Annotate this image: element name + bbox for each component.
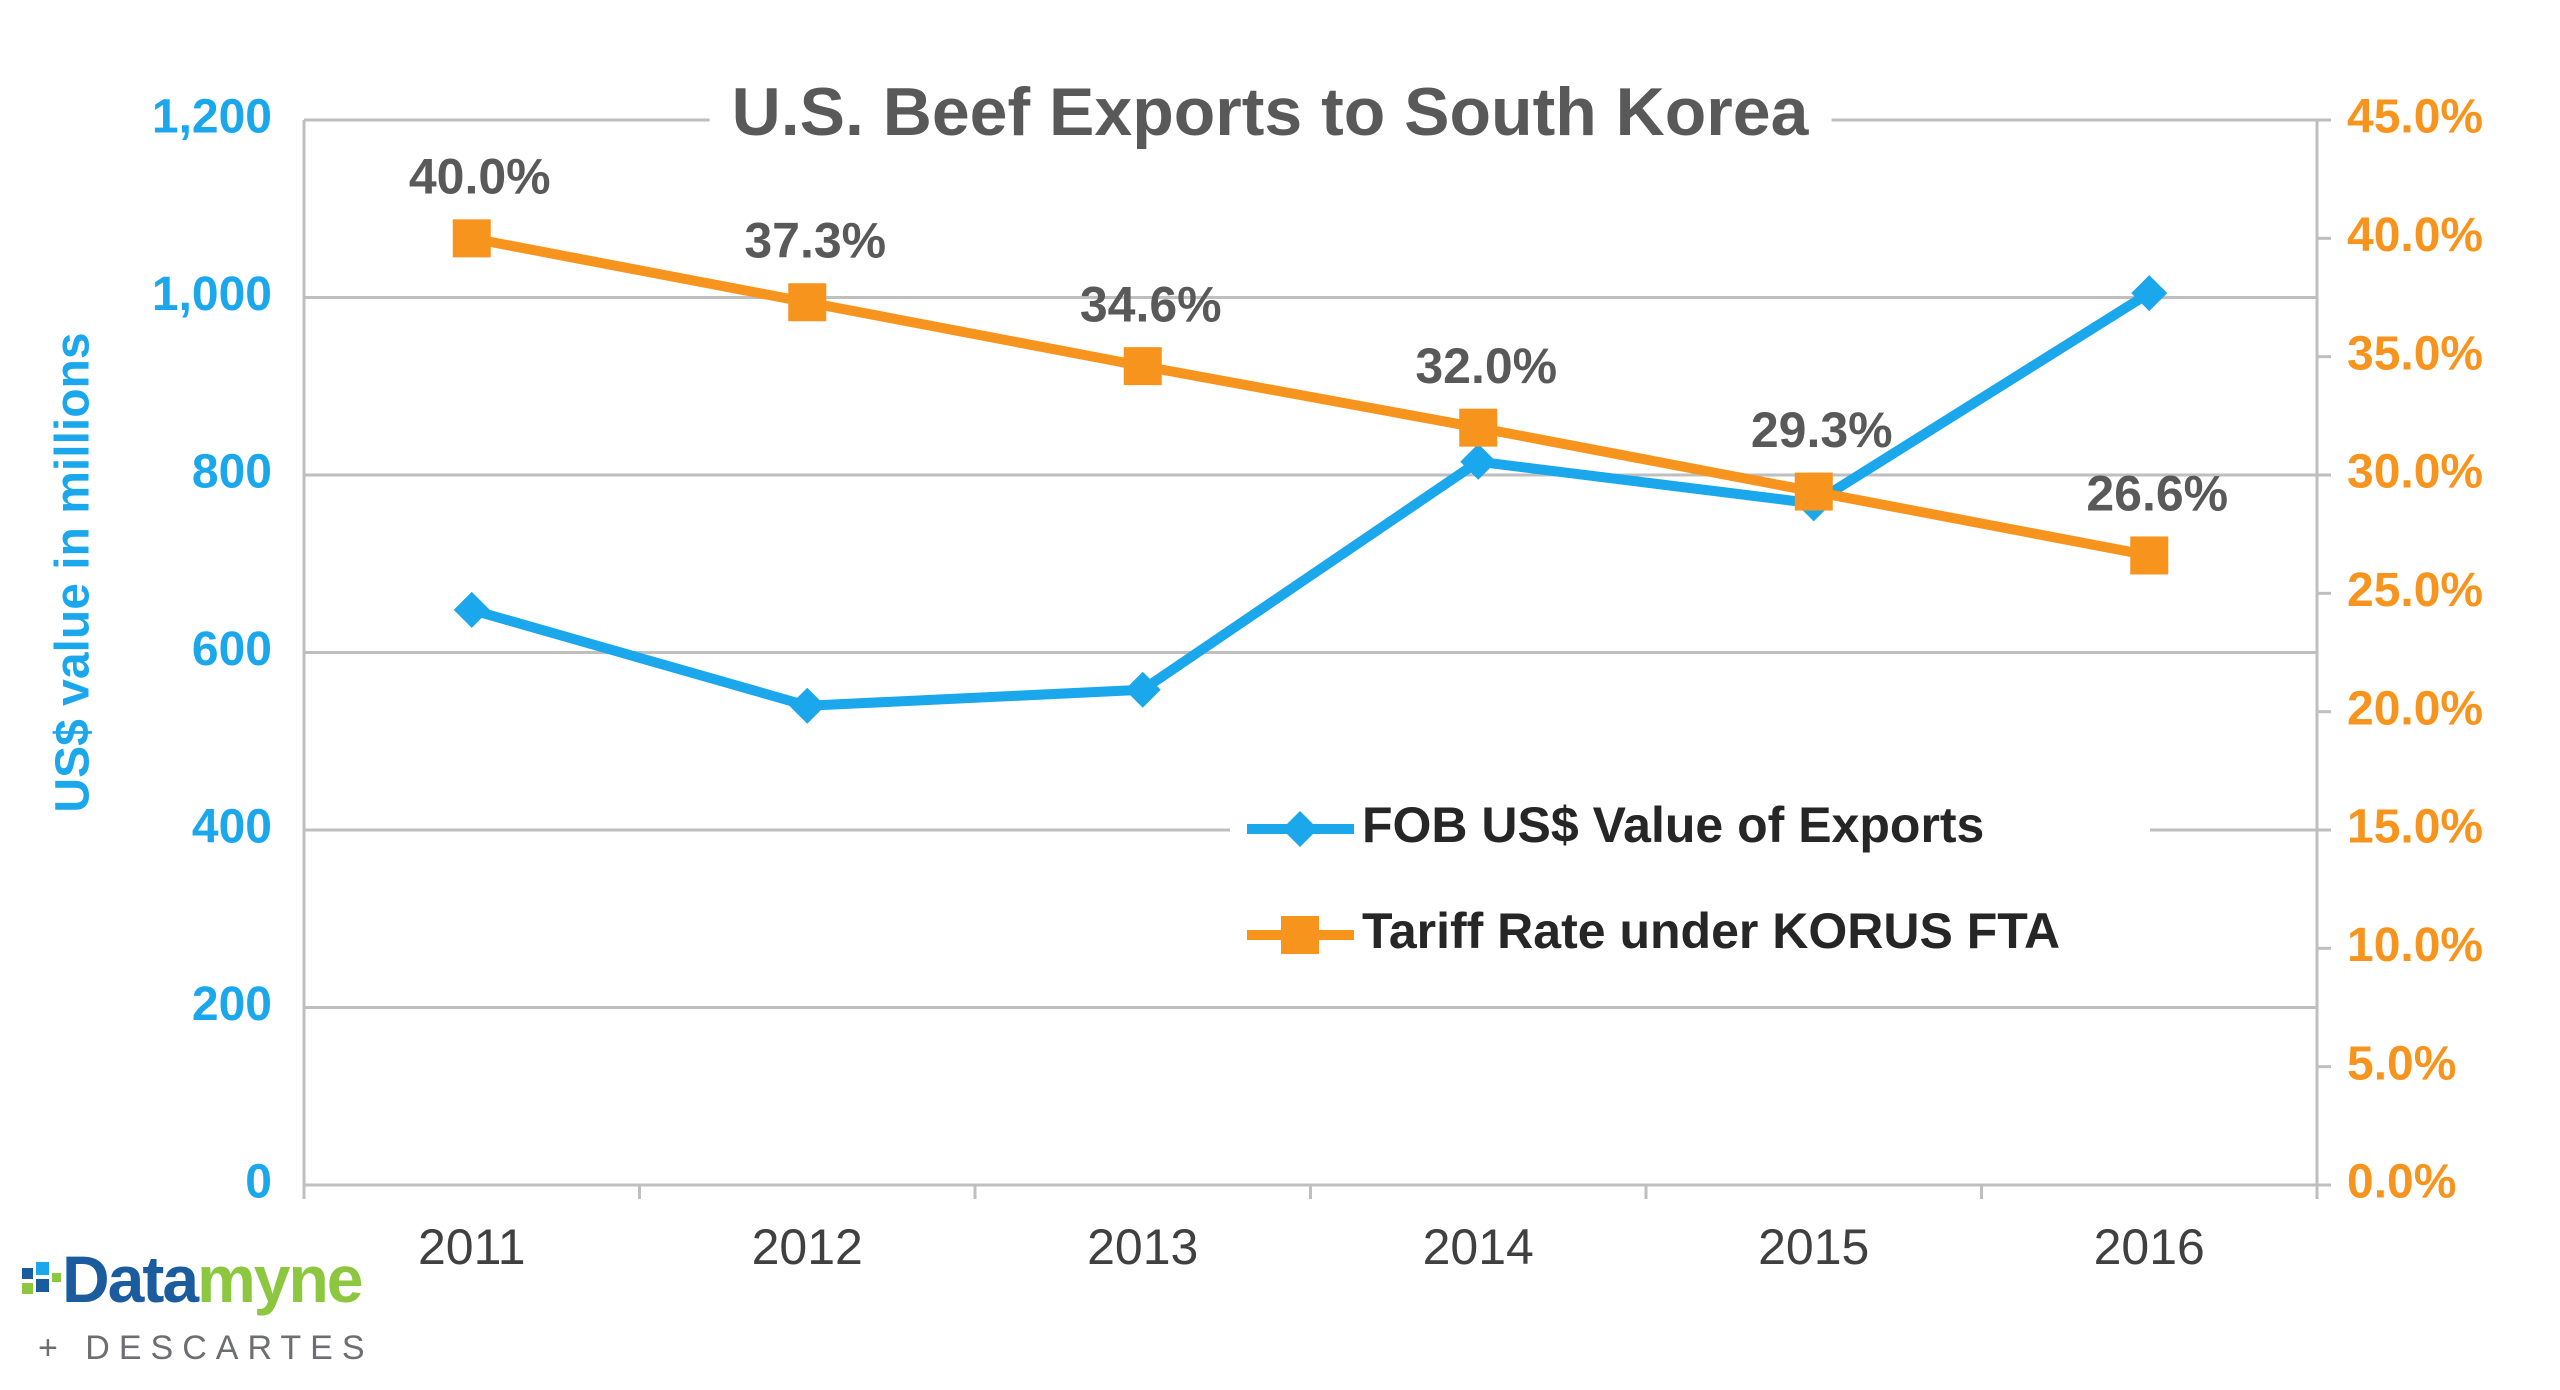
series: 40.0% 37.3% 34.6% 32.0% 29.3% 26.6% <box>409 149 2228 575</box>
data-point <box>1459 408 1498 447</box>
legend-background <box>1230 790 2150 975</box>
y2-tick-label: 45.0% <box>2347 91 2483 144</box>
y2-tick-label: 0.0% <box>2347 1156 2456 1209</box>
y2-tick-label: 40.0% <box>2347 209 2483 262</box>
y2-tick-label: 30.0% <box>2347 446 2483 499</box>
series-line <box>470 288 2152 711</box>
data-point <box>2130 536 2169 575</box>
logo-square <box>36 1279 49 1292</box>
logo-square <box>52 1273 61 1282</box>
data-point <box>2131 275 2168 312</box>
data-label: 34.6% <box>1080 276 1222 332</box>
y-tick-label: 0 <box>245 1156 272 1209</box>
title-background <box>709 73 1832 150</box>
x-tick-label: 2015 <box>1758 1219 1869 1275</box>
legend-marker <box>1282 811 1318 847</box>
data-point <box>453 591 490 628</box>
logo-text: Datamyne <box>62 1242 362 1316</box>
logo-word-end: myne <box>197 1242 362 1316</box>
main-layer: 0 200 400 600 800 1,000 1,200 0.0% 5.0% 10.0% 15.0… <box>47 73 2483 1275</box>
chart-title: U.S. Beef Exports to South Korea <box>732 74 1810 150</box>
x-tick-label: 2013 <box>1087 1219 1198 1275</box>
y2-tick-label: 25.0% <box>2347 564 2483 617</box>
logo: Datamyne + DESCARTES <box>22 1242 374 1367</box>
series-line <box>470 233 2151 561</box>
legend-label: FOB US$ Value of Exports <box>1362 797 1984 853</box>
y-tick-label: 1,200 <box>152 91 272 144</box>
data-point <box>1123 347 1162 386</box>
data-point <box>788 283 827 322</box>
legend: FOB US$ Value of Exports Tariff Rate unde… <box>1230 790 2150 975</box>
y-tick-label: 1,000 <box>152 268 272 321</box>
series <box>453 275 2168 724</box>
data-point <box>789 687 826 724</box>
logo-word-start: Data <box>62 1242 200 1316</box>
legend-marker <box>1281 916 1319 954</box>
x-tick-label: 2016 <box>2094 1219 2205 1275</box>
x-tick-label: 2012 <box>752 1219 863 1275</box>
data-label: 32.0% <box>1415 338 1557 394</box>
data-label: 37.3% <box>744 212 886 268</box>
data-label: 29.3% <box>1751 402 1893 458</box>
y2-tick-label: 35.0% <box>2347 327 2483 380</box>
y2-tick-label: 10.0% <box>2347 919 2483 972</box>
y-tick-label: 200 <box>192 978 272 1031</box>
logo-square <box>22 1268 33 1279</box>
legend-label: Tariff Rate under KORUS FTA <box>1362 903 2060 959</box>
x-tick-label: 2011 <box>418 1219 526 1275</box>
y-tick-label: 400 <box>192 801 272 854</box>
y2-tick-label: 20.0% <box>2347 682 2483 735</box>
x-tick-label: 2014 <box>1423 1219 1534 1275</box>
grid-layer <box>302 118 2331 1199</box>
y2-tick-label: 15.0% <box>2347 801 2483 854</box>
logo-square <box>22 1283 33 1294</box>
data-point <box>1124 671 1161 708</box>
logo-tagline: + DESCARTES <box>38 1329 374 1367</box>
y2-tick-label: 5.0% <box>2347 1037 2456 1090</box>
data-label: 26.6% <box>2086 466 2228 522</box>
y-tick-label: 800 <box>192 446 272 499</box>
y-axis-label: US$ value in millions <box>47 332 100 812</box>
y-tick-label: 600 <box>192 623 272 676</box>
data-point <box>1460 443 1497 480</box>
logo-square <box>36 1262 49 1275</box>
data-point <box>1794 472 1833 511</box>
data-label: 40.0% <box>409 149 551 205</box>
data-point <box>452 219 491 258</box>
